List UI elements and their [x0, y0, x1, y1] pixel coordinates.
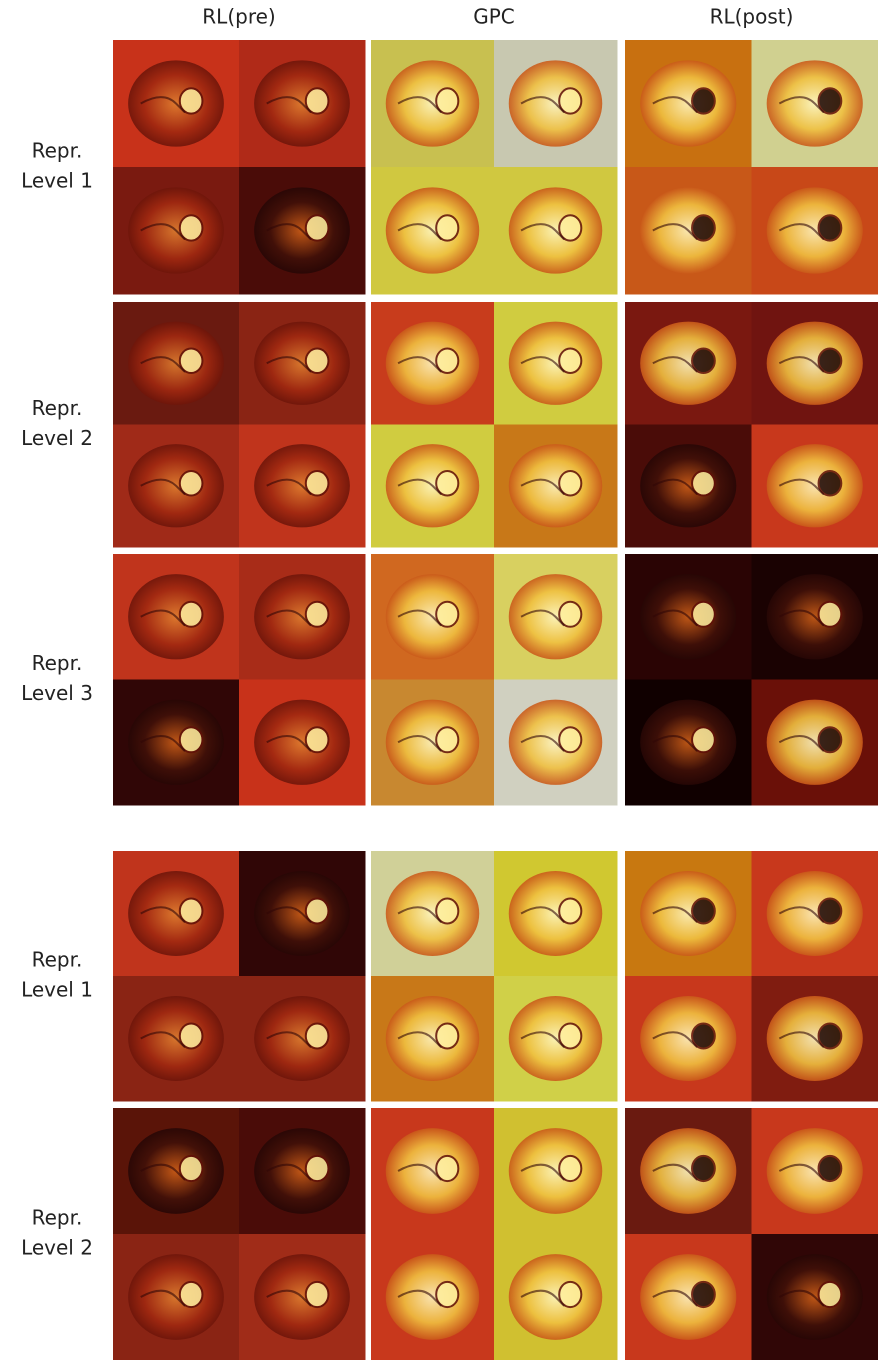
image-panel	[625, 302, 878, 548]
row-label: Repr.	[32, 651, 83, 675]
image-panel	[371, 40, 618, 295]
image-panel	[113, 1108, 366, 1360]
row-label: Repr.	[32, 396, 83, 420]
row-label: Level 3	[21, 681, 93, 705]
image-panel	[625, 1108, 878, 1360]
image-panel	[371, 302, 618, 548]
image-panel	[113, 40, 366, 295]
image-panel	[113, 302, 366, 548]
image-panel	[371, 851, 618, 1102]
image-panel	[371, 554, 618, 806]
image-panel	[625, 40, 878, 295]
column-header: GPC	[473, 5, 515, 29]
image-panel	[113, 851, 366, 1102]
column-header: RL(post)	[710, 5, 794, 29]
column-header: RL(pre)	[202, 5, 275, 29]
row-label: Level 2	[21, 1236, 93, 1260]
row-label: Level 1	[21, 169, 93, 193]
row-label: Level 2	[21, 426, 93, 450]
image-panel	[625, 851, 878, 1102]
image-panel	[113, 554, 366, 806]
image-panel	[371, 1108, 618, 1360]
row-label: Repr.	[32, 1206, 83, 1230]
row-label: Repr.	[32, 948, 83, 972]
row-label: Repr.	[32, 139, 83, 163]
image-panel	[625, 554, 878, 806]
row-label: Level 1	[21, 978, 93, 1002]
